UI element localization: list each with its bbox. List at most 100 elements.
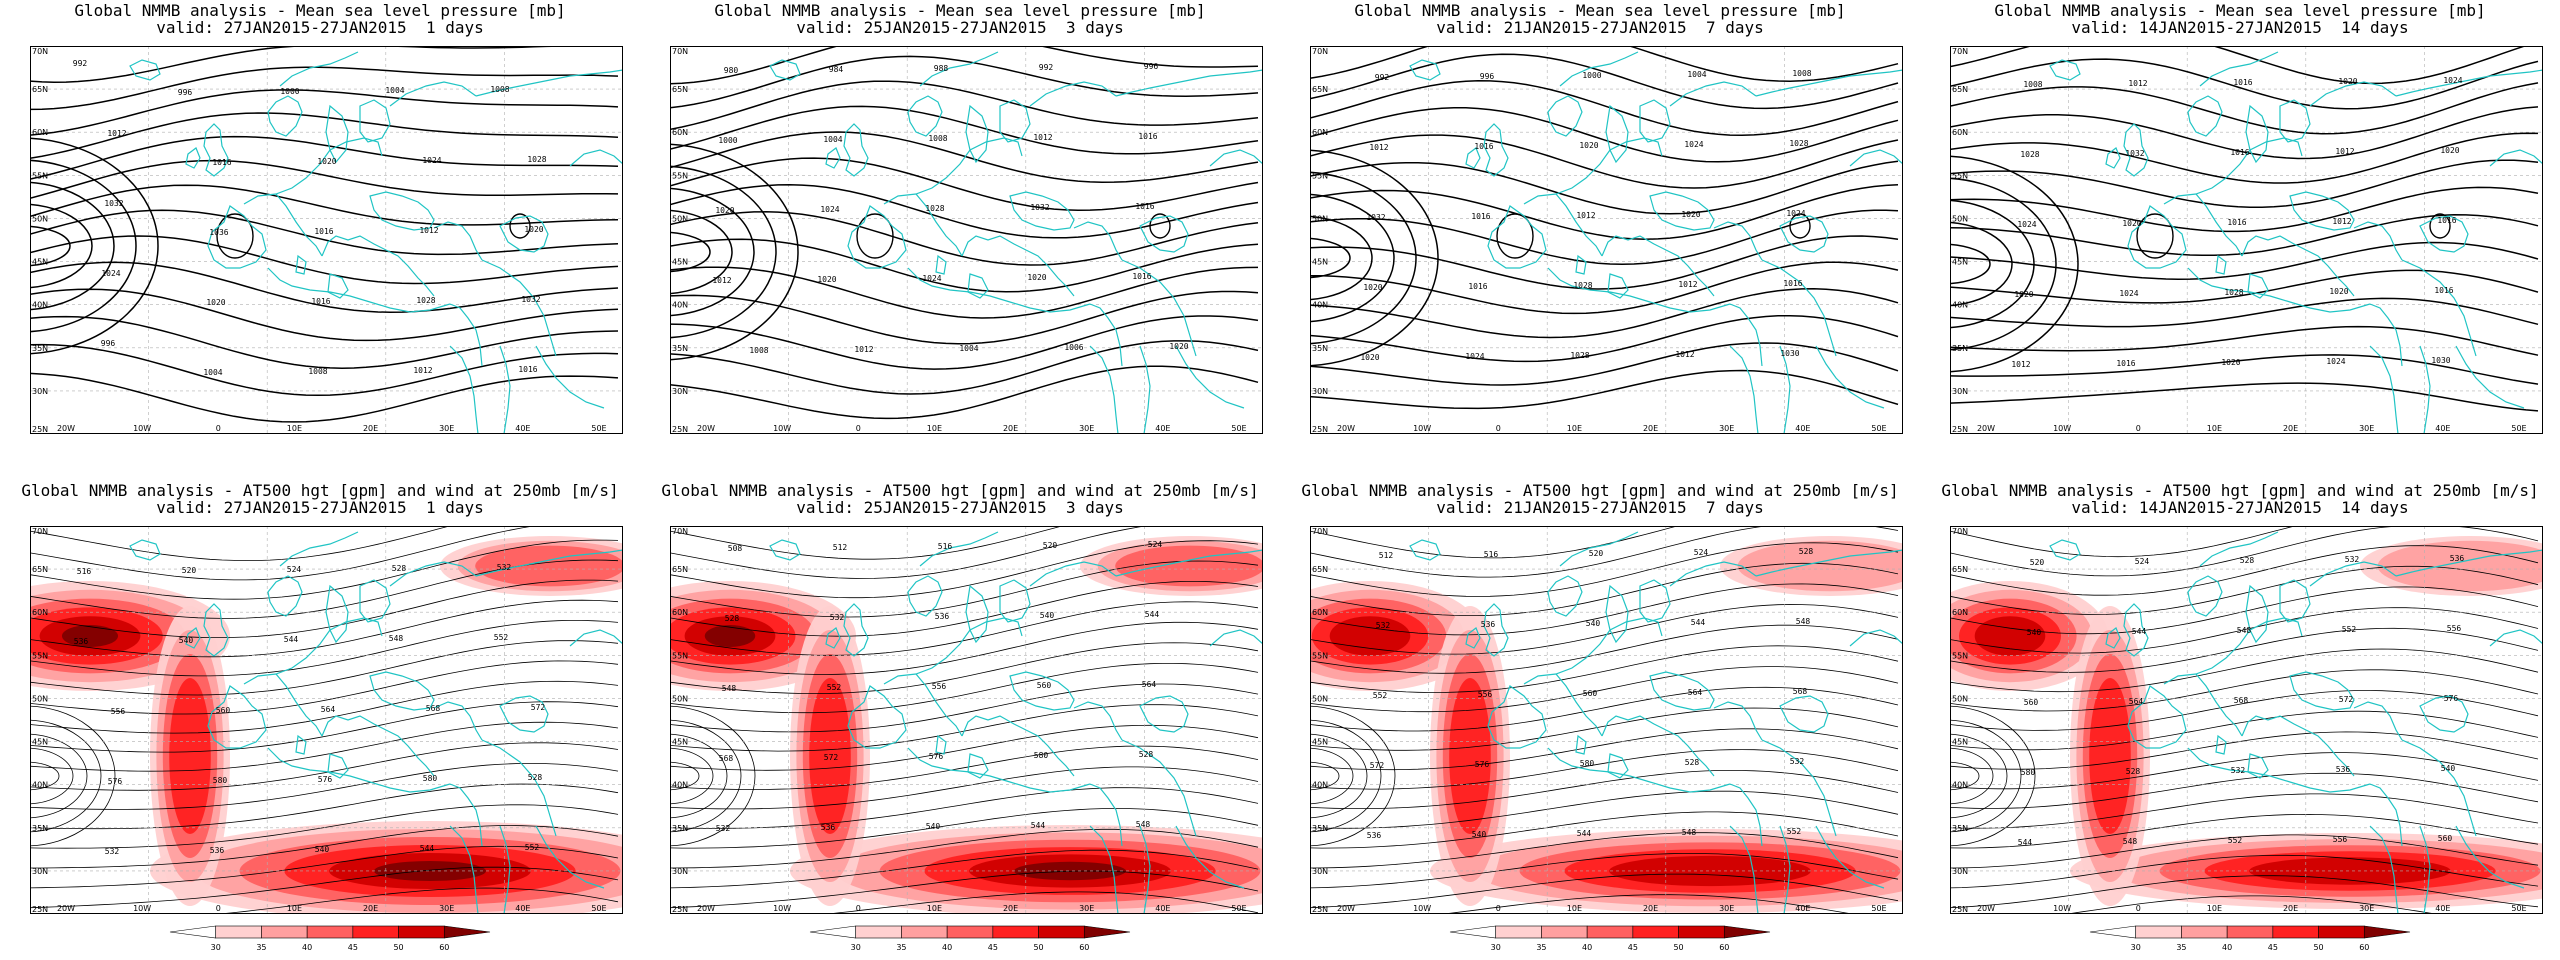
isobar bbox=[1310, 215, 1373, 301]
height-contour bbox=[30, 742, 619, 791]
lat-tick-label: 65N bbox=[1312, 565, 1328, 574]
height-contour bbox=[30, 845, 619, 889]
contour-labels: 512 516 520 524 528 532 536 540 544 548 552 556 560 5… bbox=[1367, 547, 1814, 840]
lat-tick-label: 60N bbox=[32, 128, 48, 137]
contour-label: 548 bbox=[722, 684, 737, 693]
lon-tick-label: 30E bbox=[1719, 904, 1734, 913]
height-contour bbox=[30, 579, 619, 638]
map-plot: 1008 1012 1016 1020 1024 1028 1032 1016 1012 1020… bbox=[1950, 46, 2543, 434]
lat-tick-label: 55N bbox=[32, 171, 48, 180]
contour-label: 576 bbox=[1475, 760, 1490, 769]
height-contour bbox=[670, 733, 728, 819]
contour-label: 540 bbox=[1040, 611, 1055, 620]
map-plot: 512 516 520 524 528 532 536 540 544 548 552 556 560 5… bbox=[1310, 526, 1903, 914]
lat-tick-label: 65N bbox=[1312, 85, 1328, 94]
height-contour bbox=[1950, 669, 2539, 712]
panel-title: Global NMMB analysis - Mean sea level pr… bbox=[74, 1, 566, 20]
lat-tick-label: 45N bbox=[1312, 258, 1328, 267]
colorbar-tick-label: 50 bbox=[2313, 943, 2323, 952]
isobar bbox=[670, 211, 1259, 266]
panel-mslp-7d: Global NMMB analysis - Mean sea level pr… bbox=[1280, 0, 1920, 480]
contour-label: 1016 bbox=[2230, 148, 2249, 157]
panel-mslp-3d: Global NMMB analysis - Mean sea level pr… bbox=[640, 0, 1280, 480]
height-contour bbox=[670, 560, 1259, 618]
contour-label: 1004 bbox=[203, 368, 222, 377]
contour-label: 1032 bbox=[521, 295, 540, 304]
contour-label: 540 bbox=[1472, 830, 1487, 839]
contour-label: 1016 bbox=[1468, 282, 1487, 291]
panel-subtitle: valid: 21JAN2015-27JAN2015 7 days bbox=[1436, 18, 1764, 37]
contour-label: 544 bbox=[2132, 627, 2147, 636]
lat-tick-label: 55N bbox=[672, 171, 688, 180]
lat-tick-label: 65N bbox=[1952, 85, 1968, 94]
isobar bbox=[1310, 53, 1899, 110]
contour-label: 524 bbox=[1148, 540, 1163, 549]
wind-band bbox=[1115, 545, 1263, 587]
isobar bbox=[1310, 149, 1439, 367]
contour-label: 1030 bbox=[1780, 349, 1799, 358]
height-contour bbox=[30, 539, 619, 600]
colorbar-swatch bbox=[992, 925, 1039, 939]
wind-band bbox=[1974, 616, 2046, 656]
contour-label: 984 bbox=[829, 65, 844, 74]
colorbar-tick-label: 50 bbox=[393, 943, 403, 952]
lat-tick-label: 25N bbox=[1952, 905, 1968, 914]
lat-tick-label: 25N bbox=[32, 425, 48, 434]
contour-label: 540 bbox=[2027, 628, 2042, 637]
lat-tick-label: 60N bbox=[1952, 128, 1968, 137]
contour-label: 980 bbox=[724, 66, 739, 75]
height-contour bbox=[670, 724, 1259, 771]
contour-label: 540 bbox=[315, 845, 330, 854]
isobars bbox=[1310, 46, 1899, 410]
contour-label: 560 bbox=[2438, 834, 2453, 843]
contour-label: 516 bbox=[1484, 550, 1499, 559]
contour-label: 1016 bbox=[2437, 216, 2456, 225]
colorbar: 30 35 40 45 50 60 bbox=[169, 925, 491, 952]
wind-band bbox=[1329, 616, 1411, 656]
panel-subtitle: valid: 14JAN2015-27JAN2015 14 days bbox=[2071, 18, 2409, 37]
lon-tick-label: 20E bbox=[363, 904, 378, 913]
isobar bbox=[30, 159, 137, 333]
lat-tick-label: 35N bbox=[32, 344, 48, 353]
lon-tick-label: 10W bbox=[2053, 424, 2071, 433]
height-contour bbox=[1950, 854, 2539, 889]
lat-tick-label: 55N bbox=[1312, 651, 1328, 660]
isobar bbox=[1310, 134, 1899, 189]
contour-label: 556 bbox=[2447, 624, 2462, 633]
contour-label: 1028 bbox=[1789, 139, 1808, 148]
lat-tick-label: 55N bbox=[1952, 171, 1968, 180]
lon-tick-label: 10E bbox=[2207, 904, 2222, 913]
lat-tick-label: 35N bbox=[1312, 824, 1328, 833]
contour-label: 1020 bbox=[2221, 358, 2240, 367]
wind-band bbox=[2377, 540, 2543, 592]
height-contour bbox=[1950, 710, 2539, 751]
height-contour bbox=[670, 540, 1259, 599]
contour-label: 568 bbox=[719, 754, 734, 763]
height-contour bbox=[30, 620, 619, 677]
contour-label: 532 bbox=[2231, 766, 2246, 775]
wind-band bbox=[809, 678, 851, 834]
contour-label: 996 bbox=[1480, 72, 1495, 81]
isobar bbox=[1950, 297, 2539, 328]
lon-tick-label: 0 bbox=[216, 904, 221, 913]
wind-band bbox=[1737, 540, 1903, 592]
lon-tick-label: 20W bbox=[1337, 904, 1355, 913]
contour-label: 1008 bbox=[308, 367, 327, 376]
lat-tick-label: 25N bbox=[1312, 425, 1328, 434]
height-contour bbox=[1950, 607, 2539, 654]
height-contour bbox=[1310, 624, 1899, 674]
contour-label: 572 bbox=[2339, 695, 2354, 704]
colorbar-swatch bbox=[2135, 925, 2182, 939]
isobar bbox=[1310, 237, 1351, 279]
isobar bbox=[670, 340, 1259, 395]
colorbar-swatch bbox=[169, 925, 217, 939]
height-contour bbox=[30, 660, 619, 715]
axis-ticks: 70N 65N 60N 55N 50N 45N 40N 35N 30N 25N 20W 10W 0 10E… bbox=[672, 47, 1247, 434]
height-contour bbox=[1310, 761, 1340, 791]
height-contour bbox=[30, 680, 619, 734]
lat-tick-label: 30N bbox=[32, 387, 48, 396]
panel-subtitle: valid: 25JAN2015-27JAN2015 3 days bbox=[796, 18, 1124, 37]
height-contour bbox=[1310, 583, 1899, 636]
isobar bbox=[30, 203, 93, 289]
contour-label: 536 bbox=[935, 612, 950, 621]
